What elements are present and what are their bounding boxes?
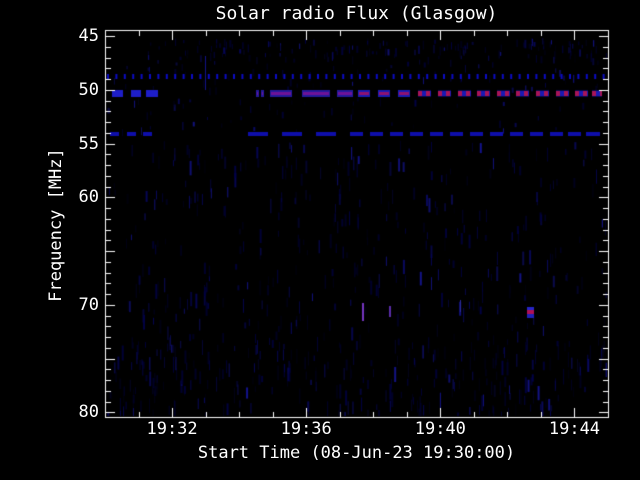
x-tick-label-19-36: 19:36 — [280, 419, 332, 439]
y-tick-label-70: 70 — [78, 294, 99, 315]
y-tick-label-45: 45 — [78, 26, 99, 47]
y-tick-label-60: 60 — [78, 187, 99, 208]
y-tick-label-50: 50 — [78, 79, 99, 100]
x-tick-label-19-44: 19:44 — [548, 419, 601, 439]
y-tick-label-80: 80 — [78, 402, 99, 423]
status-line: Updated Thu Jun 8 20:18:09 2023BG subtra… — [2, 466, 365, 480]
x-tick-label-19-32: 19:32 — [146, 419, 198, 439]
x-tick-label-19-40: 19:40 — [414, 419, 466, 439]
x-axis-title: Start Time (08-Jun-23 19:30:00) — [197, 443, 516, 463]
chart-title: Solar radio Flux (Glasgow) — [215, 3, 498, 24]
y-tick-label-55: 55 — [78, 133, 99, 154]
y-axis-title: Frequency [MHz] — [46, 148, 66, 302]
